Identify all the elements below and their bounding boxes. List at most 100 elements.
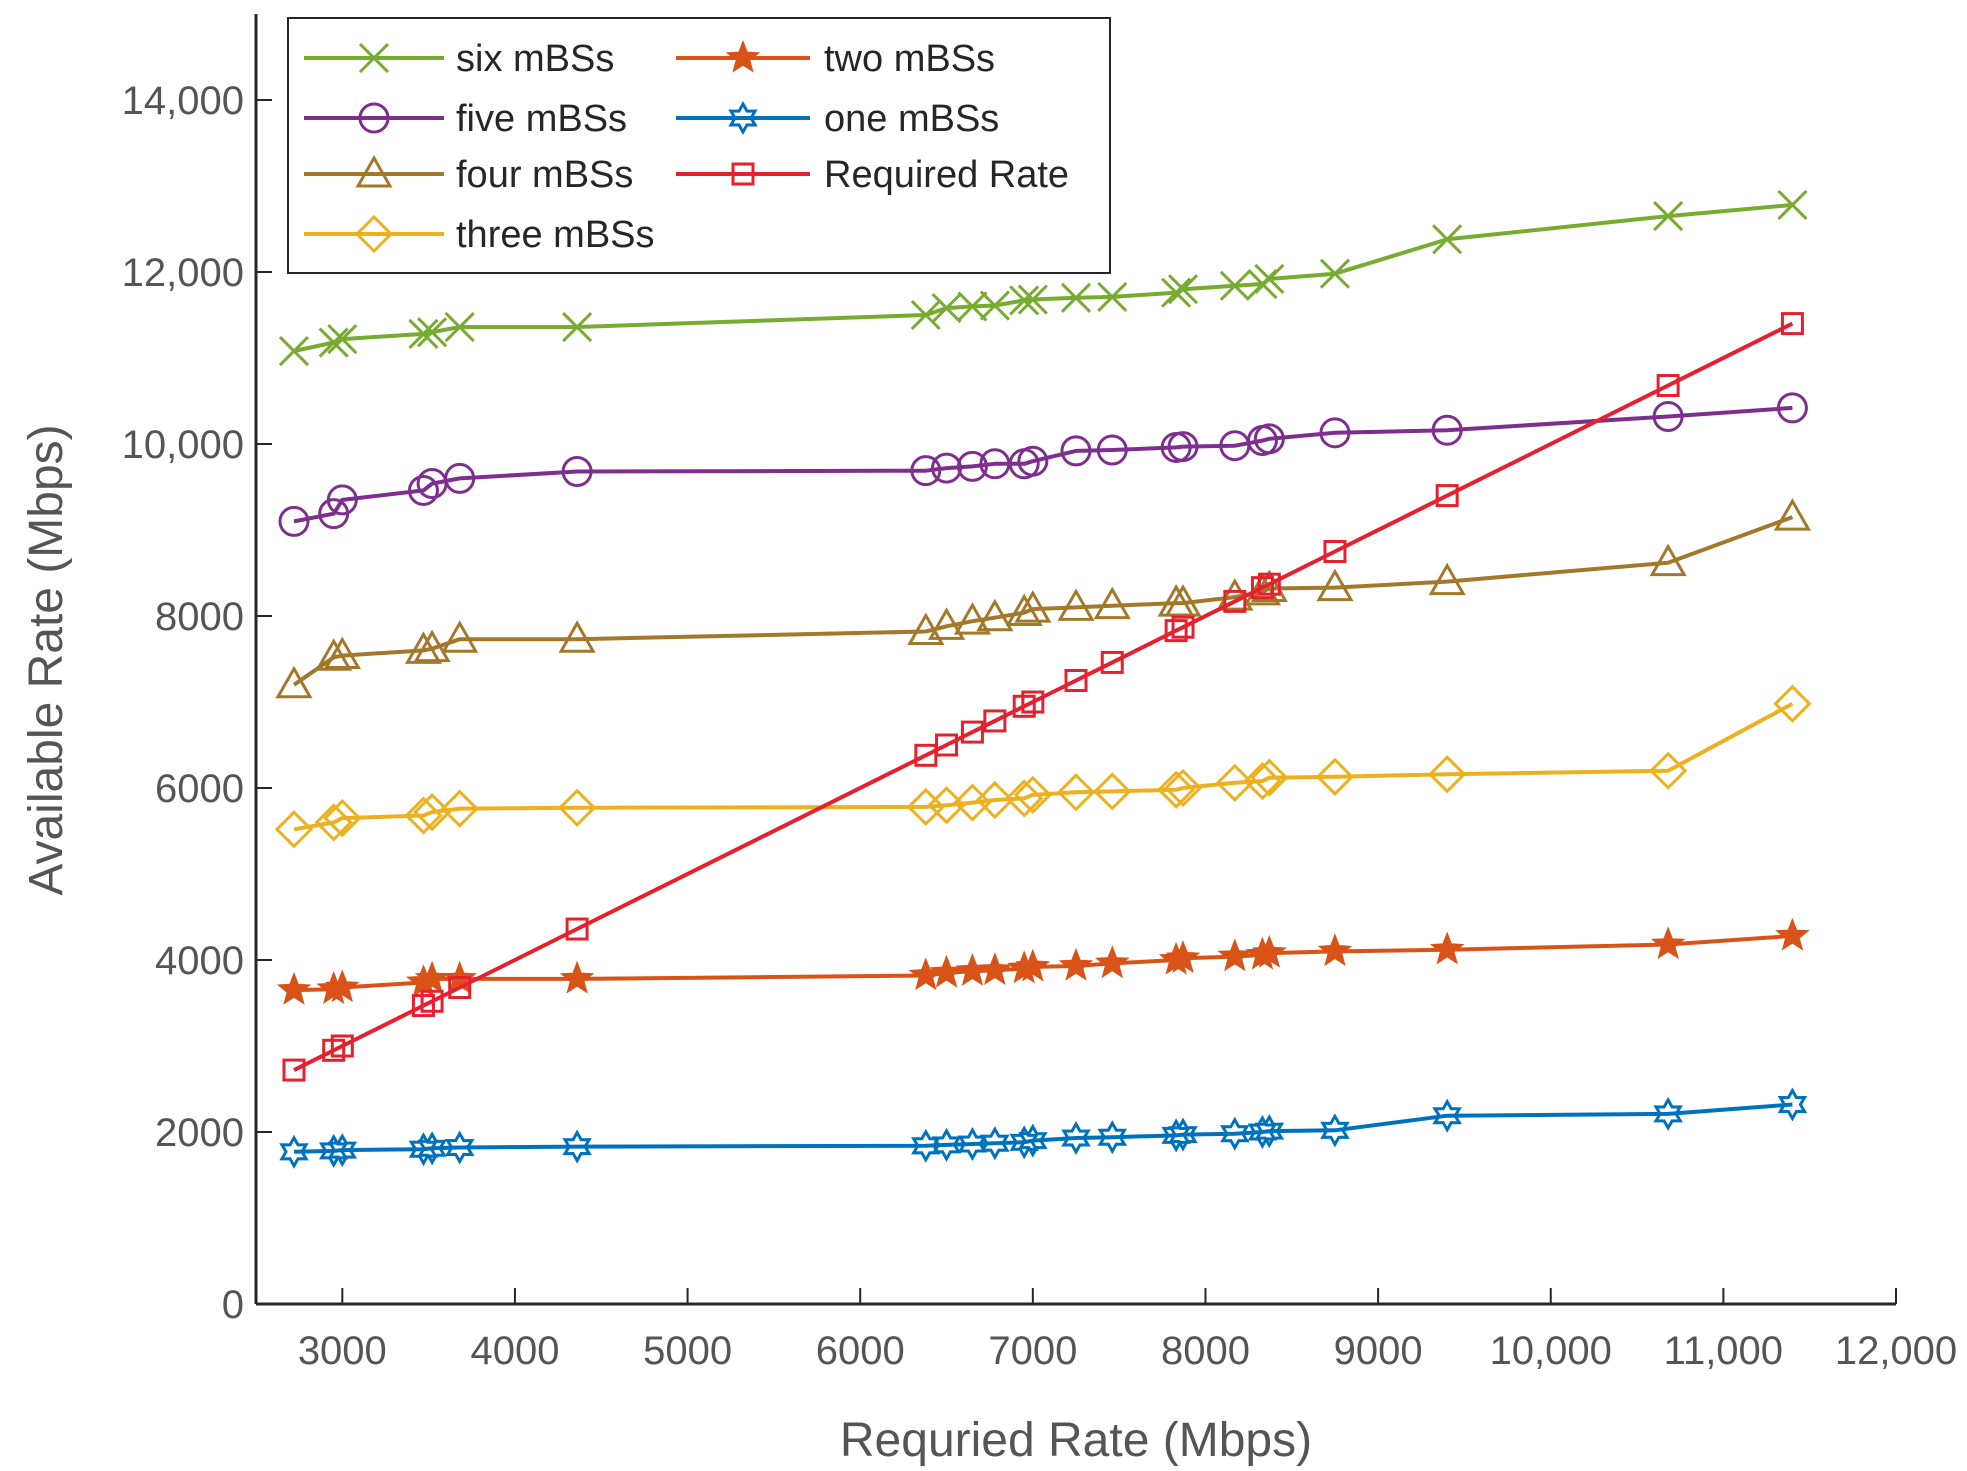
data-point-three-mbss bbox=[1056, 773, 1096, 812]
legend-item-three-mbss: three mBSs bbox=[304, 214, 655, 256]
data-point-six-mbss bbox=[979, 290, 1010, 321]
data-point-one-mbss bbox=[931, 1127, 962, 1162]
legend-label: five mBSs bbox=[456, 98, 627, 140]
data-point-two-mbss bbox=[1252, 934, 1287, 968]
data-point-three-mbss bbox=[1315, 757, 1355, 796]
data-point-required-rate bbox=[1021, 690, 1045, 714]
data-point-six-mbss bbox=[1319, 258, 1351, 289]
data-point-one-mbss bbox=[1061, 1120, 1091, 1156]
data-point-four-mbss bbox=[275, 665, 313, 699]
data-point-six-mbss bbox=[1017, 284, 1048, 315]
data-point-required-rate bbox=[1223, 589, 1247, 613]
data-point-two-mbss bbox=[559, 960, 595, 994]
data-point-three-mbss bbox=[906, 787, 945, 827]
data-point-one-mbss bbox=[1220, 1116, 1250, 1151]
legend-label: three mBSs bbox=[456, 214, 655, 256]
data-point-four-mbss bbox=[558, 620, 596, 653]
data-point-one-mbss bbox=[417, 1131, 447, 1166]
y-tick-label: 12,000 bbox=[122, 251, 244, 295]
data-point-four-mbss bbox=[404, 631, 443, 664]
data-point-required-rate bbox=[1323, 540, 1347, 563]
data-point-six-mbss bbox=[1432, 224, 1463, 255]
data-point-six-mbss bbox=[1777, 189, 1808, 220]
data-point-five-mbss bbox=[1253, 423, 1285, 455]
data-point-five-mbss bbox=[444, 462, 476, 494]
x-tick-label: 7000 bbox=[988, 1329, 1077, 1373]
data-point-required-rate bbox=[983, 709, 1007, 733]
data-point-six-mbss bbox=[957, 291, 988, 322]
data-point-four-mbss bbox=[976, 598, 1014, 632]
x-tick-label: 8000 bbox=[1161, 1329, 1250, 1373]
data-point-required-rate bbox=[1100, 650, 1124, 674]
data-point-five-mbss bbox=[561, 456, 593, 488]
data-point-four-mbss bbox=[953, 602, 992, 635]
data-point-four-mbss bbox=[441, 620, 479, 653]
y-tick-label: 2000 bbox=[155, 1111, 244, 1155]
data-point-one-mbss bbox=[1320, 1113, 1350, 1148]
x-tick-label: 9000 bbox=[1334, 1329, 1423, 1373]
data-point-two-mbss bbox=[414, 960, 450, 994]
data-point-three-mbss bbox=[1157, 770, 1196, 809]
data-point-required-rate bbox=[1250, 576, 1274, 600]
x-tick-label: 3000 bbox=[298, 1329, 387, 1373]
data-point-six-mbss bbox=[444, 311, 475, 343]
data-point-five-mbss bbox=[278, 505, 310, 537]
series-five-mbss bbox=[278, 392, 1808, 537]
data-point-five-mbss bbox=[1167, 431, 1199, 463]
data-point-four-mbss bbox=[1014, 590, 1052, 623]
data-point-four-mbss bbox=[1093, 586, 1131, 620]
data-point-six-mbss bbox=[278, 336, 310, 367]
x-axis-title: Requried Rate (Mbps) bbox=[840, 1414, 1312, 1467]
data-point-four-mbss bbox=[927, 607, 966, 640]
data-point-required-rate bbox=[1257, 572, 1281, 596]
legend-label: one mBSs bbox=[824, 98, 999, 140]
data-point-four-mbss bbox=[1005, 593, 1043, 627]
data-point-one-mbss bbox=[1254, 1114, 1285, 1149]
data-point-five-mbss bbox=[1096, 434, 1128, 466]
y-tick-label: 4000 bbox=[155, 939, 244, 983]
data-point-five-mbss bbox=[1017, 445, 1049, 477]
legend-swatch-marker bbox=[728, 100, 758, 136]
data-point-four-mbss bbox=[1649, 543, 1687, 577]
data-point-six-mbss bbox=[1060, 282, 1092, 313]
legend-label: Required Rate bbox=[824, 154, 1069, 196]
legend-label: two mBSs bbox=[824, 38, 995, 80]
data-point-three-mbss bbox=[953, 783, 992, 822]
data-point-four-mbss bbox=[413, 629, 451, 663]
data-point-three-mbss bbox=[1243, 761, 1282, 801]
legend-swatch-marker bbox=[731, 162, 755, 186]
data-point-three-mbss bbox=[1093, 772, 1132, 811]
data-point-five-mbss bbox=[956, 450, 988, 482]
data-point-four-mbss bbox=[1428, 562, 1466, 596]
data-point-required-rate bbox=[1064, 669, 1088, 692]
data-point-required-rate bbox=[282, 1058, 306, 1082]
data-point-required-rate bbox=[1435, 484, 1459, 508]
x-ticks: 3000 4000 5000 6000 7000 8000 9000 10,000 11,000… bbox=[298, 1288, 1957, 1373]
data-point-six-mbss bbox=[327, 324, 358, 355]
data-point-six-mbss bbox=[562, 311, 593, 343]
y-tick-label: 8000 bbox=[155, 595, 244, 639]
data-point-three-mbss bbox=[1250, 758, 1289, 797]
legend-swatch-marker bbox=[358, 102, 390, 134]
data-point-five-mbss bbox=[1319, 417, 1351, 449]
x-tick-label: 6000 bbox=[816, 1329, 905, 1373]
series-line-three-mbss bbox=[293, 701, 1794, 832]
data-point-two-mbss bbox=[1217, 938, 1253, 972]
data-point-required-rate bbox=[960, 720, 984, 744]
legend-item-required-rate: Required Rate bbox=[676, 154, 1069, 196]
data-point-one-mbss bbox=[1653, 1096, 1683, 1131]
data-point-six-mbss bbox=[408, 318, 439, 349]
data-point-one-mbss bbox=[1097, 1120, 1128, 1155]
data-point-one-mbss bbox=[1777, 1087, 1808, 1122]
data-point-five-mbss bbox=[1060, 435, 1092, 467]
data-point-two-mbss bbox=[1165, 940, 1201, 973]
data-point-one-mbss bbox=[327, 1133, 358, 1168]
data-point-two-mbss bbox=[325, 969, 360, 1003]
data-point-two-mbss bbox=[929, 954, 964, 988]
data-point-three-mbss bbox=[440, 789, 479, 828]
data-point-six-mbss bbox=[1097, 281, 1128, 313]
legend-label: four mBSs bbox=[456, 154, 633, 196]
data-point-three-mbss bbox=[1163, 768, 1203, 808]
data-point-five-mbss bbox=[1431, 414, 1463, 446]
